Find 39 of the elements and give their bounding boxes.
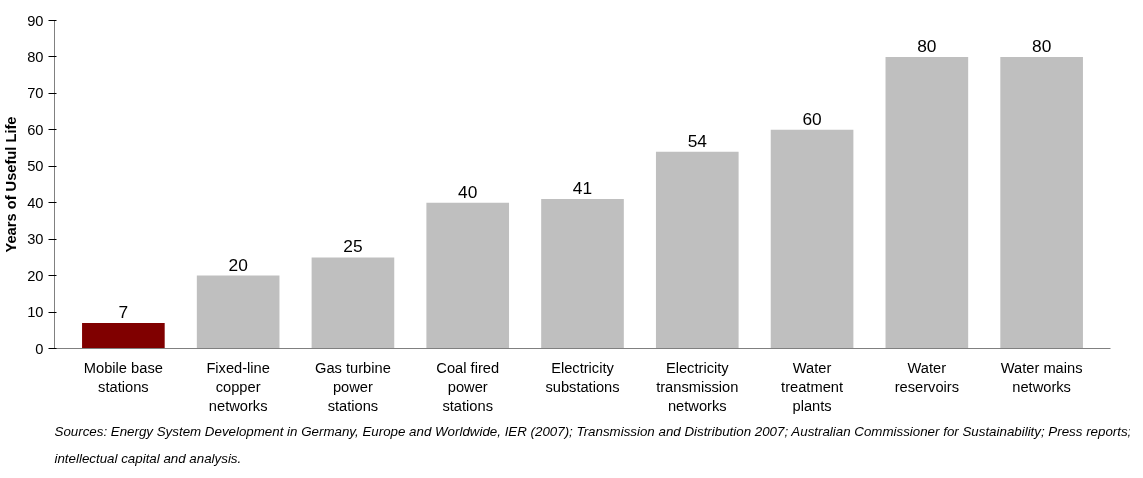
data-label: 41 [572, 178, 593, 199]
x-tick-label: Water treatment plants [781, 359, 844, 414]
y-tick-label: 60 [27, 121, 44, 138]
x-tick-label: Electricity substations [545, 359, 620, 395]
data-label: 40 [458, 181, 478, 202]
bar [770, 129, 854, 349]
data-label: 54 [687, 130, 708, 151]
x-tick-label: Mobile base stations [83, 359, 163, 395]
y-axis-title: Years of Useful Life [3, 116, 20, 253]
y-tick-label: 50 [27, 158, 44, 175]
data-label: 7 [118, 301, 129, 322]
y-tick-label: 20 [27, 267, 44, 284]
x-tick-label: Fixed-line copper networks [206, 359, 270, 414]
source-note: Sources: Energy System Development in Germany, Europe and Worldwide, IER (2007); Transmission and Distribution 2007; Australian Commissioner for Sustainability; Press reports; intellectual capital and analysis. [54, 423, 1132, 466]
y-tick-label: 80 [27, 48, 44, 65]
data-label: 60 [802, 108, 822, 129]
bar [426, 202, 510, 349]
y-tick-label: 90 [27, 12, 44, 29]
x-tick-label: Gas turbine power stations [315, 359, 391, 414]
data-label: 25 [343, 236, 363, 257]
bar [541, 199, 624, 349]
data-label: 20 [228, 254, 248, 275]
y-tick-label: 0 [35, 340, 44, 357]
y-tick-label: 30 [27, 231, 44, 248]
bar [311, 257, 395, 349]
x-tick-label: Water mains networks [1000, 359, 1083, 395]
bar [196, 275, 280, 349]
y-tick-label: 70 [27, 85, 44, 102]
bar [655, 151, 739, 349]
data-label: 80 [1031, 35, 1052, 56]
y-tick-label: 40 [27, 194, 44, 211]
y-tick-label: 10 [27, 304, 44, 321]
bar [885, 56, 969, 349]
bar [82, 322, 165, 349]
data-label: 80 [917, 35, 937, 56]
x-tick-label: Water reservoirs [894, 359, 960, 395]
x-tick-label: Coal fired power stations [436, 359, 500, 414]
x-tick-label: Electricity transmission networks [656, 359, 739, 414]
bar [1000, 56, 1083, 349]
